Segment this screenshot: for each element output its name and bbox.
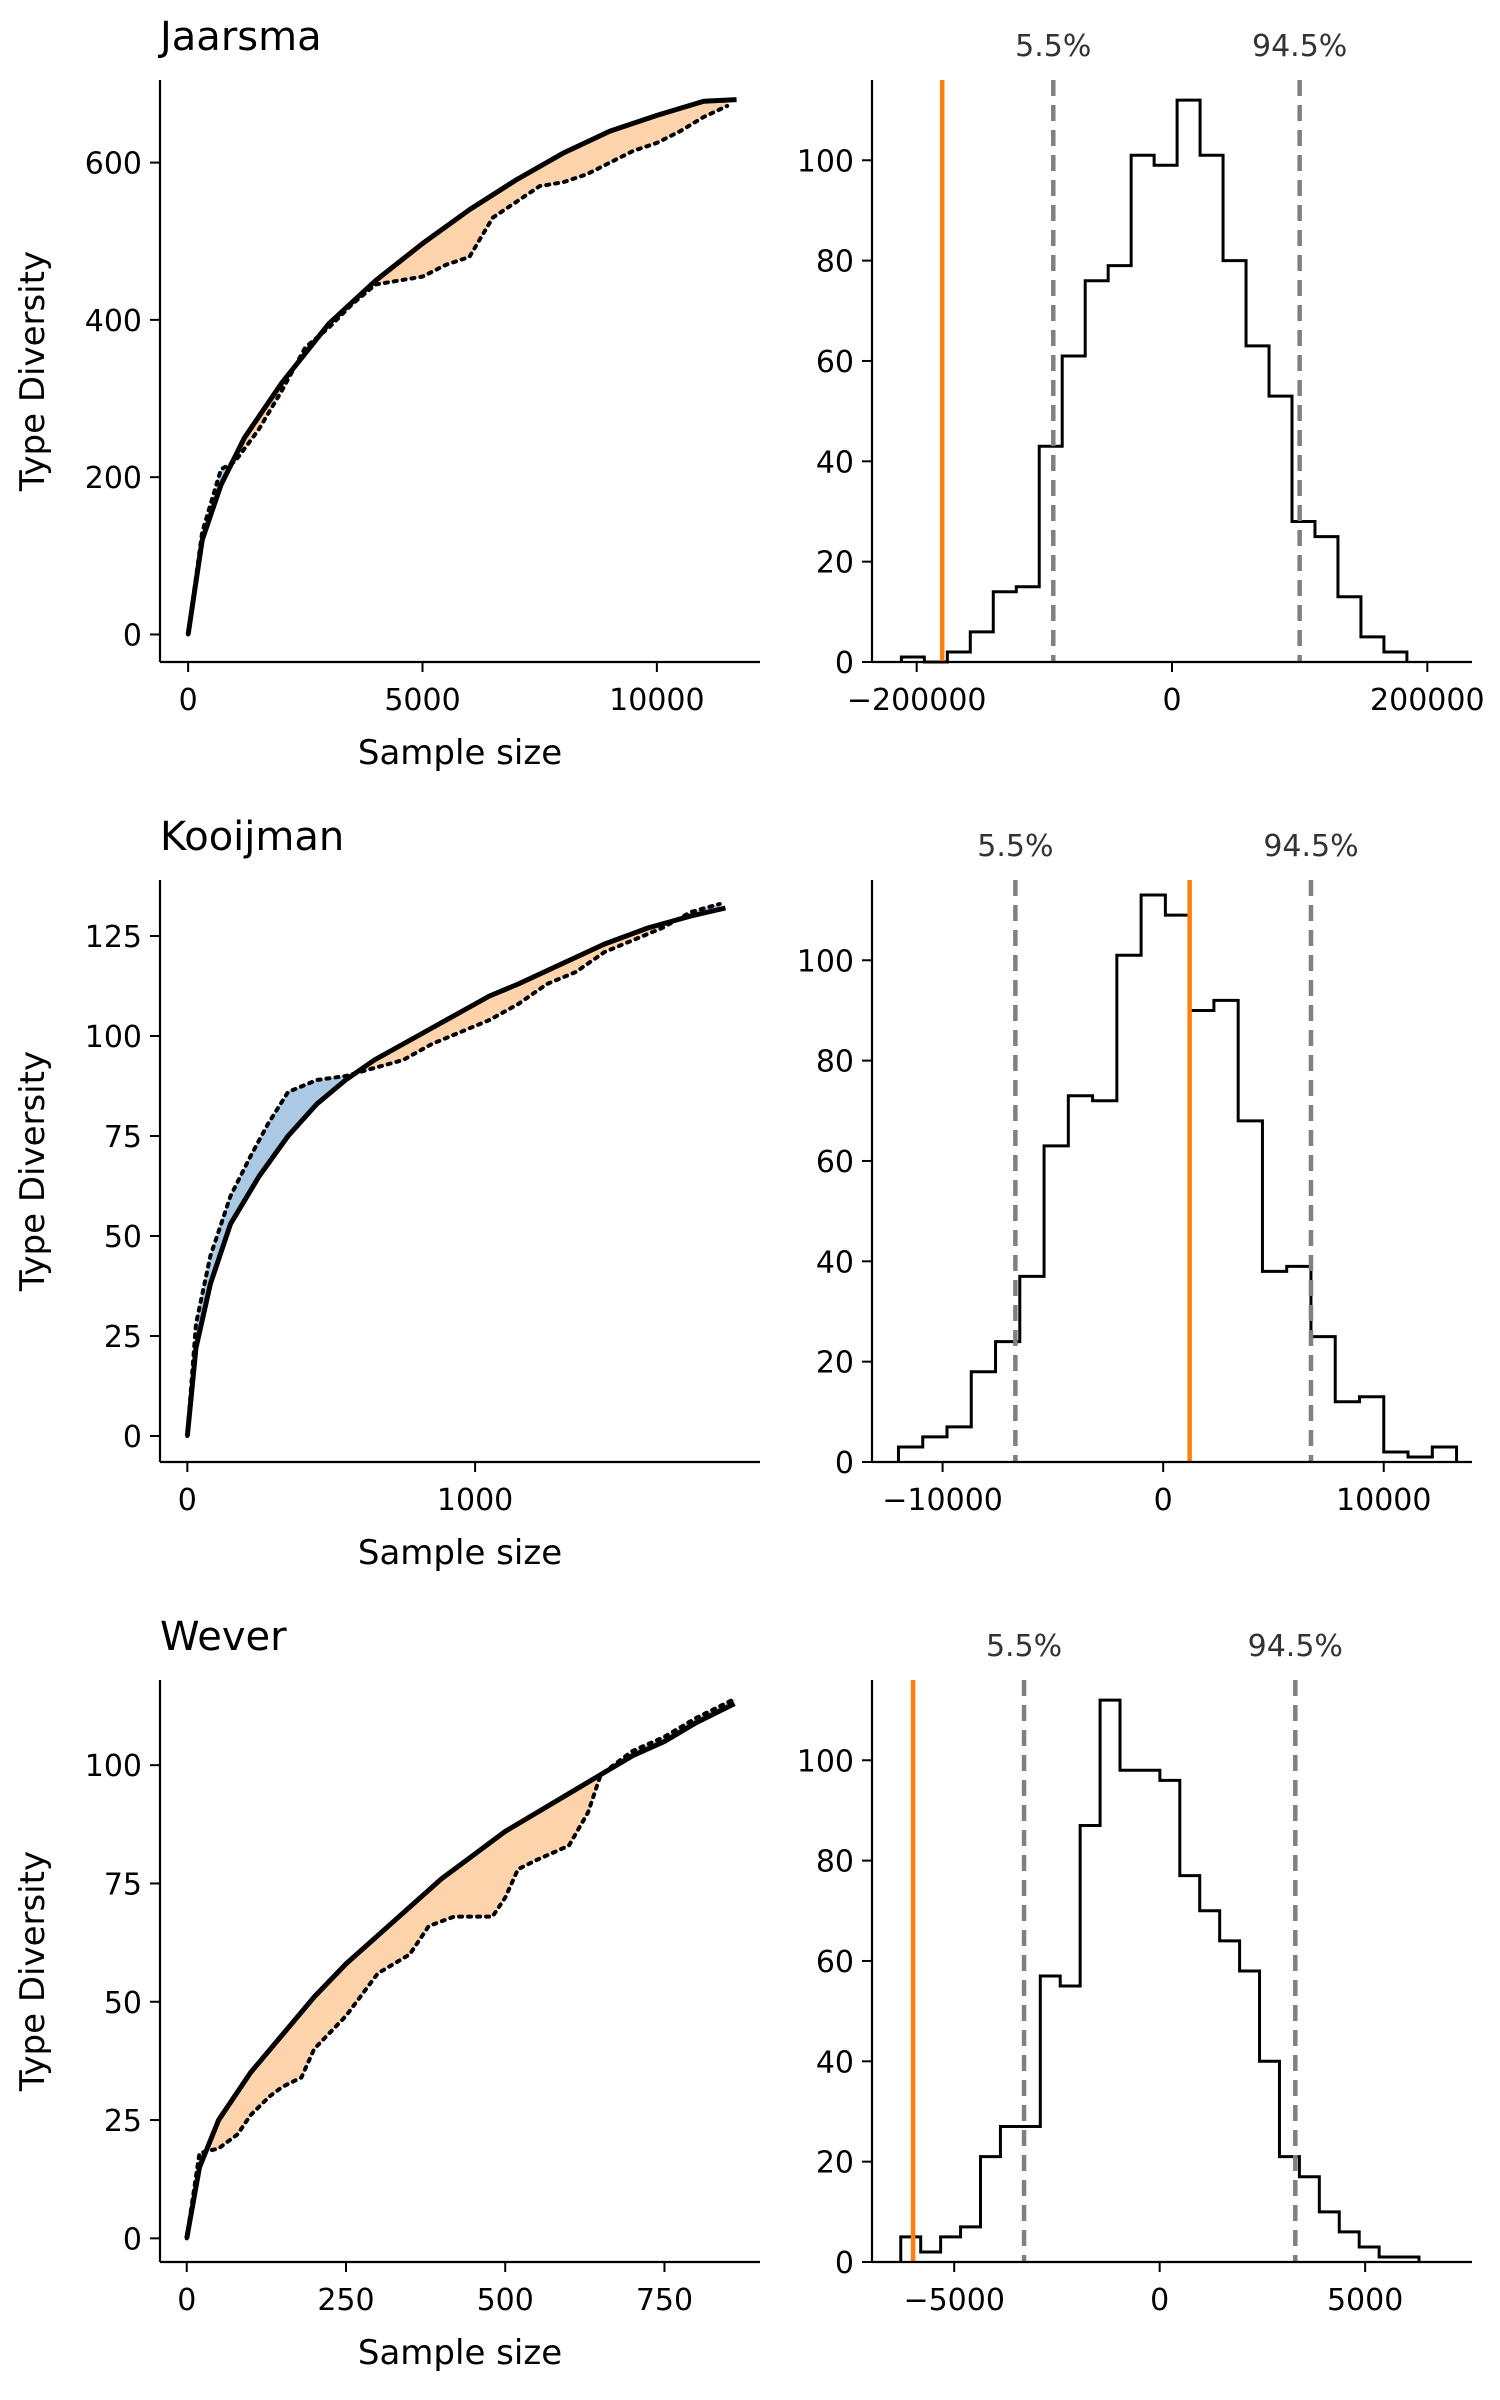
histogram-panel-2-lower-percentile-label: 5.5% bbox=[977, 829, 1053, 864]
curve-panel-2-x-label: Sample size bbox=[358, 1533, 562, 1573]
curve-panel-3-y-tick-label: 100 bbox=[85, 1749, 142, 1784]
curve-panel-2-x-tick-label: 0 bbox=[178, 1483, 197, 1518]
histogram-panel-3-y-tick-label: 100 bbox=[797, 1744, 854, 1779]
curve-panel-1-y-tick-label: 600 bbox=[85, 147, 142, 182]
histogram-panel-2-y-tick-label: 0 bbox=[835, 1446, 854, 1481]
histogram-panel-2-y-tick-label: 60 bbox=[816, 1145, 854, 1180]
curve-panel-2-fill-above bbox=[187, 1073, 355, 1436]
curve-panel-3-y-tick-label: 75 bbox=[104, 1867, 142, 1902]
curve-panel-2-fill-below bbox=[356, 920, 677, 1073]
curve-panel-2-dotted-curve bbox=[185, 902, 722, 1438]
curve-panel-3-y-tick-label: 50 bbox=[104, 1986, 142, 2021]
curve-panel-2-y-label: Type Diversity bbox=[13, 1051, 53, 1292]
curve-panel-3-x-tick-label: 0 bbox=[177, 2283, 196, 2318]
curve-panel-2-y-tick-label: 125 bbox=[85, 920, 142, 955]
curve-panel-2-solid-curve bbox=[184, 905, 727, 1437]
curve-panel-1-y-label: Type Diversity bbox=[13, 251, 53, 492]
curve-panel-3-title: Wever bbox=[160, 1614, 287, 1660]
curve-panel-1-y-tick-label: 200 bbox=[85, 461, 142, 496]
histogram-panel-2-y-tick-label: 40 bbox=[816, 1245, 854, 1280]
histogram-panel-2-y-tick-label: 80 bbox=[816, 1045, 854, 1080]
histogram-panel-3-upper-percentile-label: 94.5% bbox=[1248, 1629, 1343, 1664]
histogram-panel-3-histogram-step bbox=[899, 1698, 1421, 2262]
histogram-panel-1-x-tick-label: 200000 bbox=[1370, 683, 1485, 718]
histogram-panel-1-y-tick-label: 60 bbox=[816, 345, 854, 380]
curve-panel-2-x-tick-label: 1000 bbox=[437, 1483, 513, 1518]
histogram-panel-3-x-tick-label: 5000 bbox=[1327, 2283, 1403, 2318]
histogram-panel-1-x-tick-label: 0 bbox=[1162, 683, 1181, 718]
histogram-panel-2-x-tick-label: 0 bbox=[1154, 1483, 1173, 1518]
curve-panel-1-x-label: Sample size bbox=[358, 733, 562, 773]
histogram-panel-3-lower-percentile-label: 5.5% bbox=[986, 1629, 1062, 1664]
histogram-panel-2-x-tick-label: 10000 bbox=[1336, 1483, 1431, 1518]
curve-panel-3-x-label: Sample size bbox=[358, 2333, 562, 2373]
curve-panel-1-x-tick-label: 10000 bbox=[609, 683, 704, 718]
histogram-panel-3-y-tick-label: 40 bbox=[816, 2045, 854, 2080]
curve-panel-3-x-tick-label: 250 bbox=[317, 2283, 374, 2318]
histogram-panel-1-y-tick-label: 80 bbox=[816, 245, 854, 280]
curve-panel-3-solid-curve bbox=[184, 1701, 736, 2239]
histogram-panel-3-y-tick-label: 80 bbox=[816, 1845, 854, 1880]
histogram-panel-2-upper-percentile-label: 94.5% bbox=[1263, 829, 1358, 864]
curve-panel-1-dotted-curve bbox=[186, 103, 730, 637]
histogram-panel-3-y-tick-label: 0 bbox=[835, 2246, 854, 2281]
curve-panel-1-fill-below bbox=[320, 100, 728, 335]
histogram-panel-3-x-tick-label: 0 bbox=[1150, 2283, 1169, 2318]
histogram-panel-1-y-tick-label: 40 bbox=[816, 445, 854, 480]
curve-panel-2-y-tick-label: 100 bbox=[85, 1020, 142, 1055]
histogram-panel-3-x-tick-label: −5000 bbox=[903, 2283, 1004, 2318]
histogram-panel-3-y-tick-label: 20 bbox=[816, 2146, 854, 2181]
curve-panel-3-y-tick-label: 0 bbox=[123, 2222, 142, 2257]
histogram-panel-1-upper-percentile-label: 94.5% bbox=[1252, 29, 1347, 64]
curve-panel-3-fill-below bbox=[206, 1775, 601, 2152]
histogram-panel-1-x-tick-label: −200000 bbox=[847, 683, 987, 718]
curve-panel-1-solid-curve bbox=[185, 97, 737, 635]
curve-panel-1-y-tick-label: 400 bbox=[85, 304, 142, 339]
histogram-panel-1-y-tick-label: 0 bbox=[835, 646, 854, 681]
curve-panel-1-title: Jaarsma bbox=[157, 14, 322, 60]
histogram-panel-2-histogram-step bbox=[896, 893, 1459, 1462]
histogram-panel-1-histogram-step bbox=[899, 98, 1409, 664]
curve-panel-2-y-tick-label: 75 bbox=[104, 1120, 142, 1155]
curve-panel-3-x-tick-label: 750 bbox=[636, 2283, 693, 2318]
curve-panel-2-y-tick-label: 50 bbox=[104, 1220, 142, 1255]
curve-panel-2-title: Kooijman bbox=[160, 814, 344, 860]
curve-panel-1-x-tick-label: 0 bbox=[179, 683, 198, 718]
histogram-panel-2-y-tick-label: 20 bbox=[816, 1346, 854, 1381]
histogram-panel-1-lower-percentile-label: 5.5% bbox=[1015, 29, 1091, 64]
histogram-panel-1-y-tick-label: 20 bbox=[816, 546, 854, 581]
histogram-panel-2-y-tick-label: 100 bbox=[797, 944, 854, 979]
curve-panel-1-y-tick-label: 0 bbox=[123, 618, 142, 653]
curve-panel-3-x-tick-label: 500 bbox=[477, 2283, 534, 2318]
histogram-panel-3-y-tick-label: 60 bbox=[816, 1945, 854, 1980]
curve-panel-2-y-tick-label: 0 bbox=[123, 1420, 142, 1455]
histogram-panel-1-y-tick-label: 100 bbox=[797, 144, 854, 179]
curve-panel-3-y-label: Type Diversity bbox=[13, 1851, 53, 2092]
curve-panel-3-y-tick-label: 25 bbox=[104, 2104, 142, 2139]
curve-panel-3-dotted-curve bbox=[184, 1696, 737, 2241]
curve-panel-2-y-tick-label: 25 bbox=[104, 1320, 142, 1355]
curve-panel-1-x-tick-label: 5000 bbox=[384, 683, 460, 718]
histogram-panel-2-x-tick-label: −10000 bbox=[882, 1483, 1003, 1518]
